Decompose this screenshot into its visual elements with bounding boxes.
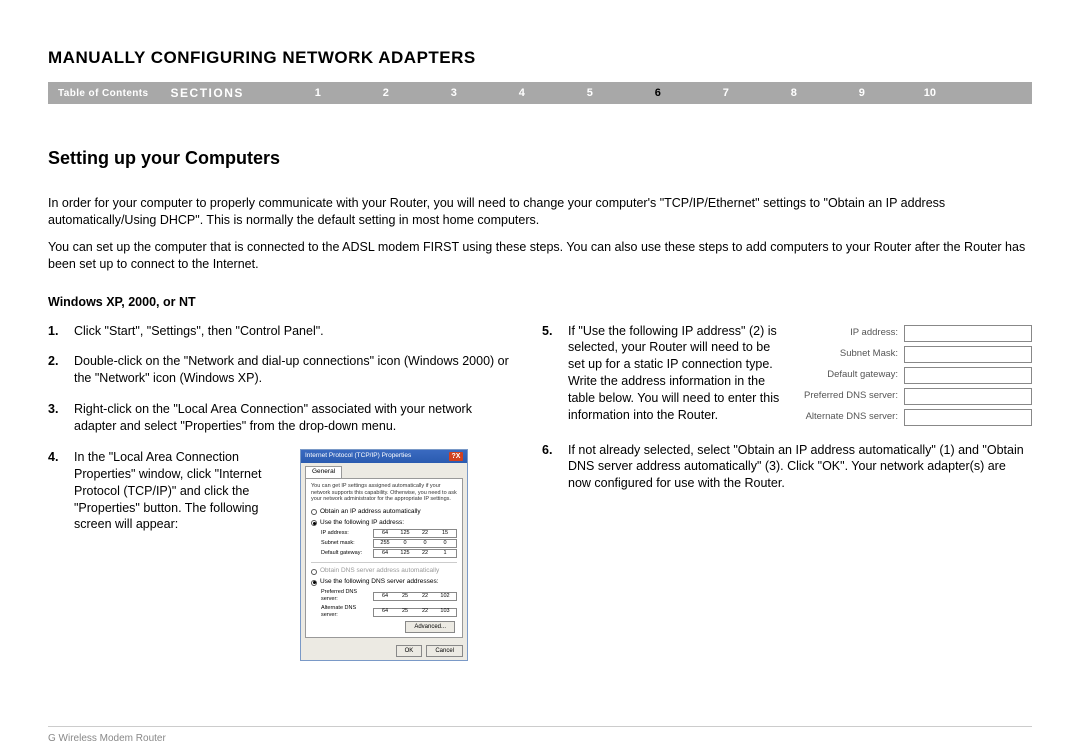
nav-section-10[interactable]: 10 (896, 87, 964, 99)
ip-address-label: IP address: (321, 530, 373, 537)
nav-section-1[interactable]: 1 (284, 87, 352, 99)
tbl-ip-label: IP address: (802, 327, 904, 340)
tbl-pdns-label: Preferred DNS server: (802, 390, 904, 403)
radio-obtain-ip[interactable] (311, 509, 317, 515)
right-column: If "Use the following IP address" (2) is… (542, 323, 1032, 675)
nav-section-8[interactable]: 8 (760, 87, 828, 99)
radio-use-dns-label: Use the following DNS server addresses: (320, 578, 439, 587)
step-5: If "Use the following IP address" (2) is… (542, 323, 1032, 428)
tcpip-properties-dialog: Internet Protocol (TCP/IP) Properties ?X… (300, 449, 468, 661)
page-footer: G Wireless Modem Router (48, 726, 1032, 744)
nav-section-7[interactable]: 7 (692, 87, 760, 99)
section-subheading: Setting up your Computers (48, 148, 1032, 169)
radio-use-ip-label: Use the following IP address: (320, 519, 404, 528)
footer-product-name: G Wireless Modem Router (48, 733, 166, 744)
tbl-mask-label: Subnet Mask: (802, 348, 904, 361)
pref-dns-label: Preferred DNS server: (321, 589, 373, 604)
tbl-gw-field[interactable] (904, 367, 1032, 384)
dialog-close-icon[interactable]: ?X (449, 452, 463, 461)
radio-obtain-dns-label: Obtain DNS server address automatically (320, 567, 439, 576)
dialog-body: You can get IP settings assigned automat… (305, 478, 463, 638)
radio-use-ip[interactable] (311, 520, 317, 526)
page-heading: MANUALLY CONFIGURING NETWORK ADAPTERS (48, 48, 1032, 68)
step-3: Right-click on the "Local Area Connectio… (48, 401, 512, 435)
radio-use-dns[interactable] (311, 580, 317, 586)
steps-list-right: If "Use the following IP address" (2) is… (542, 323, 1032, 493)
advanced-button[interactable]: Advanced... (405, 621, 455, 633)
tbl-adns-label: Alternate DNS server: (802, 411, 904, 424)
tbl-ip-field[interactable] (904, 325, 1032, 342)
tbl-adns-field[interactable] (904, 409, 1032, 426)
steps-list-left: Click "Start", "Settings", then "Control… (48, 323, 512, 661)
radio-obtain-ip-label: Obtain an IP address automatically (320, 508, 421, 517)
dialog-divider (311, 562, 457, 563)
step-5-text: If "Use the following IP address" (2) is… (568, 323, 786, 424)
subnet-mask-field[interactable]: 255000 (373, 539, 457, 548)
nav-section-5[interactable]: 5 (556, 87, 624, 99)
ip-address-table: IP address: Subnet Mask: Default gateway… (802, 323, 1032, 428)
intro-paragraph-1: In order for your computer to properly c… (48, 195, 1032, 229)
gateway-field[interactable]: 64125221 (373, 549, 457, 558)
dialog-tab-general[interactable]: General (305, 466, 342, 478)
dialog-title-text: Internet Protocol (TCP/IP) Properties (305, 452, 411, 461)
step-6: If not already selected, select "Obtain … (542, 442, 1032, 493)
alt-dns-field[interactable]: 642522103 (373, 608, 457, 617)
ip-address-field[interactable]: 641252215 (373, 529, 457, 538)
left-column: Click "Start", "Settings", then "Control… (48, 323, 512, 675)
pref-dns-field[interactable]: 642522102 (373, 592, 457, 601)
nav-section-9[interactable]: 9 (828, 87, 896, 99)
radio-obtain-dns[interactable] (311, 569, 317, 575)
section-nav-bar: Table of Contents SECTIONS 1 2 3 4 5 6 7… (48, 82, 1032, 104)
alt-dns-label: Alternate DNS server: (321, 605, 373, 620)
subnet-mask-label: Subnet mask: (321, 540, 373, 547)
nav-section-6[interactable]: 6 (624, 87, 692, 99)
os-subheading: Windows XP, 2000, or NT (48, 295, 1032, 309)
gateway-label: Default gateway: (321, 550, 373, 557)
dialog-titlebar: Internet Protocol (TCP/IP) Properties ?X (301, 450, 467, 463)
nav-toc-link[interactable]: Table of Contents (58, 88, 149, 99)
step-1: Click "Start", "Settings", then "Control… (48, 323, 512, 340)
nav-section-4[interactable]: 4 (488, 87, 556, 99)
nav-sections-label: SECTIONS (171, 86, 244, 100)
two-column-layout: Click "Start", "Settings", then "Control… (48, 323, 1032, 675)
step-2: Double-click on the "Network and dial-up… (48, 353, 512, 387)
tbl-mask-field[interactable] (904, 346, 1032, 363)
dialog-description: You can get IP settings assigned automat… (311, 483, 457, 503)
intro-paragraph-2: You can set up the computer that is conn… (48, 239, 1032, 273)
nav-section-2[interactable]: 2 (352, 87, 420, 99)
nav-section-3[interactable]: 3 (420, 87, 488, 99)
tbl-pdns-field[interactable] (904, 388, 1032, 405)
tbl-gw-label: Default gateway: (802, 369, 904, 382)
ok-button[interactable]: OK (396, 645, 423, 657)
cancel-button[interactable]: Cancel (426, 645, 463, 657)
step-4: In the "Local Area Connection Properties… (48, 449, 512, 661)
step-4-text: In the "Local Area Connection Properties… (74, 449, 284, 533)
